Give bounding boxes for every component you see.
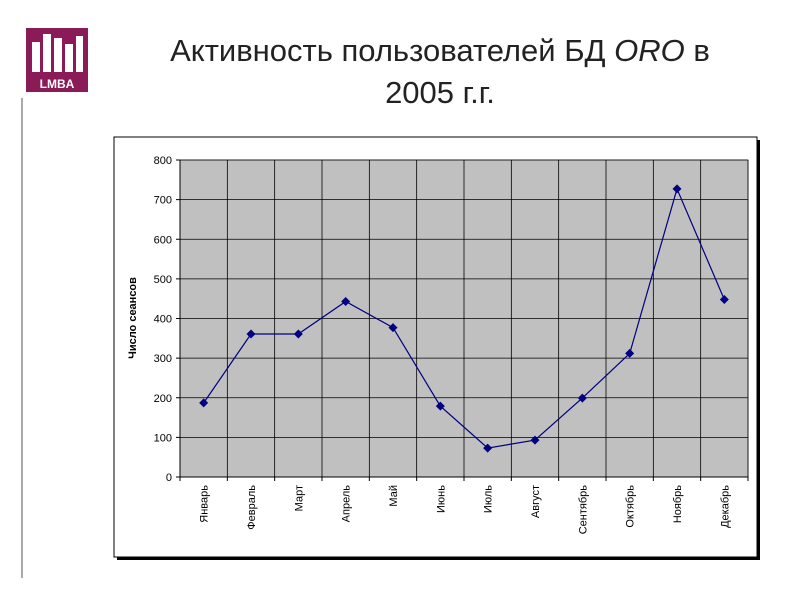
x-tick-label: Май bbox=[388, 485, 400, 507]
y-tick-label: 0 bbox=[166, 472, 172, 484]
x-tick-label: Ноябрь bbox=[672, 485, 684, 523]
svg-text:LMBA: LMBA bbox=[40, 77, 75, 91]
data-point bbox=[672, 184, 682, 194]
x-tick-label: Март bbox=[293, 485, 305, 511]
data-point bbox=[435, 401, 445, 411]
x-tick-label: Июнь bbox=[435, 485, 447, 513]
y-tick-label: 400 bbox=[154, 314, 172, 326]
x-tick-label: Октябрь bbox=[625, 485, 637, 528]
y-axis-label: Число сеансов bbox=[127, 277, 139, 359]
lmba-logo: LMBA bbox=[26, 28, 88, 92]
data-point bbox=[577, 393, 587, 403]
x-tick-label: Февраль bbox=[246, 485, 258, 530]
y-tick-label: 500 bbox=[154, 274, 172, 286]
y-tick-label: 800 bbox=[154, 155, 172, 167]
data-point bbox=[341, 296, 351, 306]
x-tick-label: Сентябрь bbox=[577, 485, 589, 535]
x-tick-label: Январь bbox=[199, 485, 211, 523]
y-tick-label: 100 bbox=[154, 432, 172, 444]
data-point bbox=[388, 323, 398, 333]
y-tick-label: 700 bbox=[154, 195, 172, 207]
data-point bbox=[530, 435, 540, 445]
data-point bbox=[199, 398, 209, 408]
data-point bbox=[719, 294, 729, 304]
x-tick-label: Август bbox=[530, 485, 542, 518]
data-point bbox=[293, 329, 303, 339]
x-tick-label: Апрель bbox=[341, 485, 353, 523]
slide-left-rule bbox=[21, 98, 23, 578]
x-tick-label: Декабрь bbox=[719, 485, 731, 528]
y-tick-label: 300 bbox=[154, 353, 172, 365]
y-tick-label: 600 bbox=[154, 234, 172, 246]
data-point bbox=[483, 443, 493, 453]
data-point bbox=[625, 348, 635, 358]
x-tick-label: Июль bbox=[483, 485, 495, 513]
series-line bbox=[203, 187, 725, 449]
data-point bbox=[246, 329, 256, 339]
slide-title: Активность пользователей БД ORO в 2005 г… bbox=[170, 33, 710, 110]
y-tick-label: 200 bbox=[154, 393, 172, 405]
